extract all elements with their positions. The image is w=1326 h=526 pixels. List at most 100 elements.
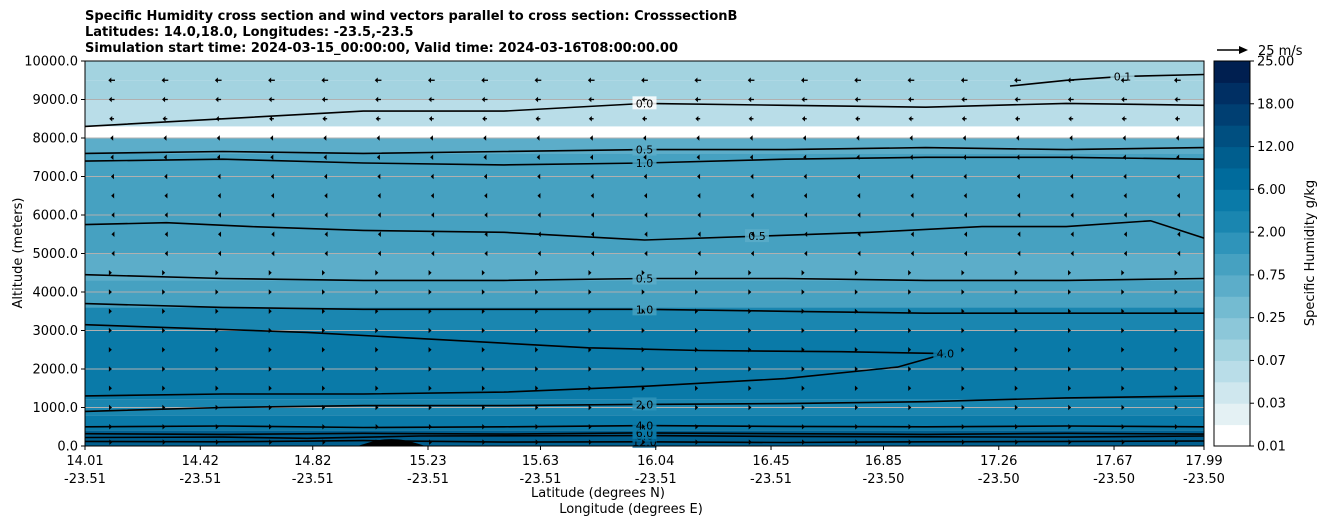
wind-arrow-head — [1016, 154, 1020, 161]
wind-arrow-head — [907, 77, 911, 84]
wind-arrow-head — [801, 423, 805, 430]
colorbar-segment — [1214, 253, 1250, 276]
wind-arrow-head — [1122, 135, 1126, 141]
wind-arrow-head — [801, 385, 805, 392]
wind-arrow-head — [694, 327, 698, 334]
wind-arrow-head — [801, 366, 805, 372]
wind-arrow-head — [748, 115, 752, 122]
wind-arrow-head — [696, 154, 700, 161]
wind-arrow-head — [961, 115, 965, 122]
wind-arrow-head — [694, 96, 698, 103]
x-tick-label-latitude: 16.85 — [865, 454, 902, 469]
wind-arrow-head — [268, 308, 272, 315]
wind-arrow-head — [270, 154, 274, 161]
y-tick-label: 5000.0 — [33, 247, 79, 262]
wind-arrow-head — [697, 192, 701, 199]
wind-arrow-head — [1015, 115, 1019, 122]
wind-arrow-head — [324, 173, 328, 180]
wind-arrow-head — [1014, 366, 1018, 372]
wind-arrow-head — [534, 77, 538, 84]
wind-arrow-head — [1070, 212, 1074, 218]
wind-arrow-head — [428, 366, 432, 372]
wind-arrow-head — [108, 269, 112, 276]
wind-arrow-head — [804, 212, 808, 218]
wind-arrow-head — [535, 289, 539, 295]
wind-arrow-head — [481, 96, 485, 103]
wind-arrow-head — [961, 289, 965, 295]
wind-arrow-head — [322, 385, 326, 392]
wind-arrow-head — [854, 327, 858, 334]
wind-arrow-head — [748, 423, 752, 430]
wind-arrow-head — [643, 154, 647, 161]
y-tick-label: 4000.0 — [33, 286, 79, 301]
wind-arrow-head — [641, 366, 645, 372]
wind-arrow-head — [484, 212, 488, 218]
wind-arrow-head — [590, 212, 594, 218]
wind-arrow-head — [909, 135, 913, 141]
wind-arrow-head — [322, 289, 326, 295]
wind-arrow-head — [1068, 289, 1072, 295]
wind-arrow-head — [750, 192, 754, 199]
wind-arrow-head — [908, 439, 912, 445]
y-tick-label: 10000.0 — [24, 55, 78, 70]
wind-arrow-head — [1123, 212, 1127, 218]
wind-arrow-head — [1068, 423, 1072, 430]
wind-arrow-head — [641, 308, 645, 315]
wind-arrow-head — [961, 423, 965, 430]
wind-arrow-head — [215, 423, 219, 430]
wind-arrow-head — [428, 308, 432, 315]
wind-arrow-head — [910, 231, 914, 238]
contour-label: 4.0 — [636, 420, 654, 433]
wind-arrow-head — [535, 439, 539, 445]
colorbar-tick-label: 0.01 — [1257, 440, 1286, 455]
wind-arrow-head — [750, 212, 754, 218]
wind-arrow-head — [1176, 192, 1180, 199]
wind-arrow-head — [1121, 404, 1125, 411]
colorbar-tick-label: 0.75 — [1257, 268, 1286, 283]
colorbar-segment — [1214, 296, 1250, 319]
x-tick-label-longitude: -23.51 — [520, 472, 562, 487]
wind-arrow-head — [748, 439, 752, 445]
wind-arrow-head — [1174, 308, 1178, 315]
wind-arrow-head — [961, 269, 965, 276]
wind-arrow-head — [1123, 231, 1127, 238]
wind-arrow-head — [1121, 308, 1125, 315]
colorbar-segment — [1214, 403, 1250, 426]
wind-arrow-head — [482, 423, 486, 430]
wind-arrow-head — [801, 404, 805, 411]
wind-arrow-head — [374, 77, 378, 84]
wind-arrow-head — [641, 327, 645, 334]
wind-arrow-head — [428, 269, 432, 276]
wind-arrow-head — [1069, 154, 1073, 161]
x-tick-label-longitude: -23.50 — [978, 472, 1020, 487]
wind-arrow-head — [215, 346, 219, 353]
wind-arrow-head — [856, 173, 860, 180]
wind-arrow-head — [217, 154, 221, 161]
x-tick-label-longitude: -23.51 — [179, 472, 221, 487]
wind-arrow-head — [1014, 327, 1018, 334]
wind-arrow-head — [801, 269, 805, 276]
x-tick-label-latitude: 16.45 — [752, 454, 789, 469]
wind-arrow-head — [910, 192, 914, 199]
wind-arrow-head — [535, 96, 539, 103]
wind-arrow-head — [908, 423, 912, 430]
colorbar-tick-label: 2.00 — [1257, 226, 1286, 241]
wind-arrow-head — [1121, 385, 1125, 392]
colorbar-segment — [1214, 274, 1250, 297]
wind-arrow-head — [1014, 77, 1018, 84]
wind-arrow-head — [269, 439, 273, 445]
wind-arrow-head — [1068, 366, 1072, 372]
colorbar-tick-label: 0.25 — [1257, 311, 1286, 326]
wind-arrow-head — [535, 269, 539, 276]
wind-arrow-head — [164, 212, 168, 218]
contour-label-bg — [632, 142, 657, 156]
wind-arrow-head — [695, 366, 699, 372]
wind-arrow-head — [961, 385, 965, 392]
wind-arrow-head — [161, 77, 165, 84]
wind-arrow-head — [162, 346, 166, 353]
wind-arrow-head — [1070, 250, 1074, 257]
wind-arrow-head — [1175, 439, 1179, 445]
x-tick-label-latitude: 17.26 — [980, 454, 1017, 469]
wind-arrow-head — [1068, 269, 1072, 276]
